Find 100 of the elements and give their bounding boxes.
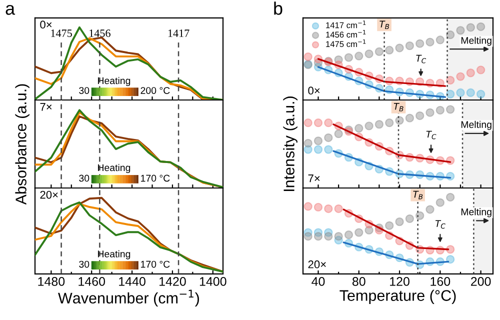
point [395, 116, 404, 125]
band-label: Melting [461, 120, 492, 130]
point [334, 129, 343, 138]
band-label: Melting [461, 208, 492, 218]
point [385, 221, 394, 230]
legend-label: 1456 cm$^{−1}$ [326, 30, 366, 38]
point [446, 245, 455, 254]
point [446, 76, 455, 85]
annotation: 7× [40, 103, 52, 111]
annotation: Heating [98, 250, 130, 260]
annotation: T$_{C}$ [436, 220, 446, 229]
point [415, 111, 424, 120]
annotation: 170 °C [141, 174, 170, 182]
x-tick-label: 1420 [160, 277, 186, 286]
point [476, 90, 486, 98]
point [354, 124, 364, 133]
point [314, 202, 323, 212]
point [436, 36, 445, 44]
point [405, 41, 414, 50]
point [446, 30, 455, 40]
x-tick-label: 1440 [119, 277, 146, 286]
point [385, 118, 394, 128]
point [304, 232, 312, 241]
point [405, 114, 414, 122]
annotation: Heating [98, 164, 130, 174]
annotation: T$_{C}$ [426, 130, 436, 140]
point [314, 145, 323, 154]
point [324, 232, 333, 241]
annotation: 170 °C [141, 260, 170, 268]
point [415, 211, 424, 220]
x-tick-label: 1480 [38, 277, 65, 286]
point [324, 204, 333, 214]
ref-line-label: T$_{B}$ [394, 102, 404, 112]
point [334, 204, 343, 214]
point [446, 105, 455, 114]
band-label: Melting [461, 36, 492, 46]
annotation: 30 [79, 260, 90, 268]
annotation: 30 [79, 87, 90, 94]
x-axis-title: Temperature (°C) [340, 290, 456, 304]
point [426, 38, 434, 46]
point [446, 192, 455, 202]
point [324, 118, 333, 128]
annotation: 20× [308, 260, 326, 268]
point [374, 47, 384, 56]
point [415, 39, 424, 48]
point [304, 138, 312, 148]
point [385, 46, 394, 55]
point [324, 133, 333, 142]
point [374, 120, 384, 129]
point [344, 230, 354, 240]
point [304, 202, 312, 211]
annotation: T$_{C}$ [416, 54, 426, 64]
point [314, 136, 323, 146]
point [436, 198, 445, 207]
ref-line-label: T$_{B}$ [380, 20, 390, 30]
point [334, 232, 343, 241]
annotation: 0× [40, 20, 52, 29]
ref-line-label: T$_{B}$ [413, 190, 423, 200]
x-tick-label: 200 [471, 277, 491, 286]
x-tick-label: 160 [430, 277, 450, 286]
point [395, 217, 404, 226]
chart-title: a [6, 4, 16, 15]
legend-label: 1417 cm$^{−1}$ [326, 20, 366, 28]
y-axis-title: Intensity (a.u.) [283, 96, 298, 191]
point [405, 214, 414, 224]
point [324, 145, 333, 154]
x-tick-label: 120 [390, 277, 410, 286]
point [304, 52, 312, 62]
annotation: 7× [308, 174, 320, 182]
point [476, 66, 486, 74]
point [426, 108, 434, 117]
point [364, 122, 374, 130]
ref-line-label: 1475 [51, 30, 72, 38]
point [456, 26, 465, 35]
point [436, 106, 445, 115]
point [456, 72, 465, 81]
point [446, 254, 455, 264]
point [364, 49, 374, 58]
legend-label: 1475 cm$^{−1}$ [326, 39, 366, 48]
point [354, 52, 364, 60]
ref-line-label: 1417 [168, 30, 190, 37]
point [466, 68, 476, 78]
point [476, 22, 486, 32]
annotation: Heating [98, 76, 130, 86]
point [395, 44, 404, 52]
chart-title: b [274, 2, 282, 15]
point [456, 88, 465, 98]
point [304, 118, 312, 128]
x-tick-label: 80 [352, 277, 366, 286]
x-tick-label: 40 [312, 277, 325, 286]
point [426, 205, 434, 214]
annotation: 20× [40, 190, 58, 199]
x-tick-label: 1460 [78, 277, 106, 286]
x-axis-title: Wavenumber (cm$^{−1}$) [58, 290, 199, 307]
point [314, 118, 323, 128]
annotation: 30 [79, 174, 90, 182]
point [466, 23, 476, 32]
point [344, 53, 354, 62]
annotation: 0× [308, 86, 320, 95]
point [466, 88, 476, 98]
